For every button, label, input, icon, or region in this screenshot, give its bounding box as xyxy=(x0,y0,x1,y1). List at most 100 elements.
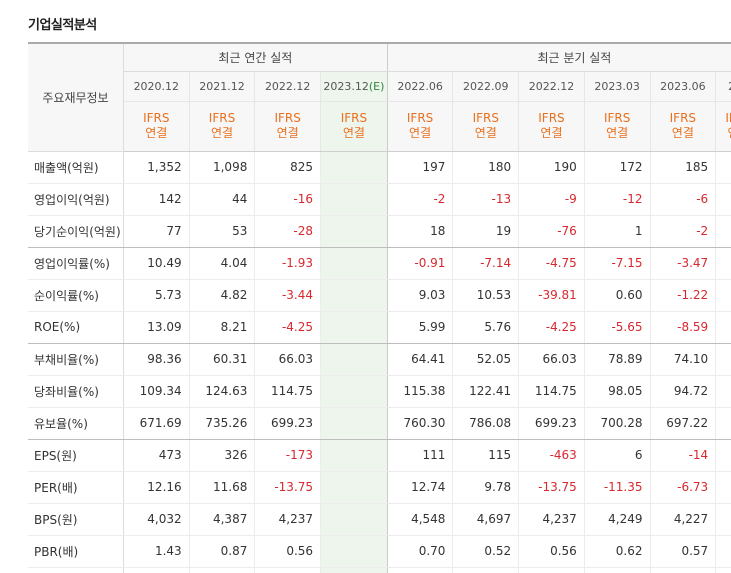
row-label: PBR(배) xyxy=(28,535,124,568)
quarter-value-cell: 78.89 xyxy=(583,343,650,376)
annual-value-cell xyxy=(320,343,388,376)
quarter-value-cell xyxy=(715,279,731,312)
period-header-estimate[interactable]: 2023.12(E) xyxy=(320,71,388,102)
quarter-value-cell: -9 xyxy=(518,183,585,216)
period-header[interactable]: 202 xyxy=(715,71,731,102)
quarter-value-cell: -7.14 xyxy=(452,247,519,280)
ifrs-label: IFRS xyxy=(274,111,301,125)
quarter-value-cell xyxy=(715,311,731,344)
quarter-value-cell: 4,227 xyxy=(649,503,716,536)
row-label: 당좌비율(%) xyxy=(28,375,124,408)
consolidated-label: 연결 xyxy=(671,126,694,140)
quarter-value-cell: -8.59 xyxy=(649,311,716,344)
quarter-value-cell: -2 xyxy=(649,215,716,248)
annual-value-cell: 4,032 xyxy=(122,503,190,536)
annual-value-cell: 60.31 xyxy=(188,343,255,376)
quarter-value-cell: 4,697 xyxy=(452,503,519,536)
annual-value-cell xyxy=(320,535,388,568)
estimate-mark: (E) xyxy=(368,79,385,93)
annual-value-cell: 671.69 xyxy=(122,407,190,440)
consolidated-label: 연결 xyxy=(474,126,497,140)
row-label: ROE(%) xyxy=(28,311,124,344)
period-header[interactable]: 2022.12 xyxy=(518,71,585,102)
quarter-value-cell: -4.25 xyxy=(518,311,585,344)
consolidated-label: 연결 xyxy=(145,126,168,140)
annual-value-cell: 4.04 xyxy=(188,247,255,280)
quarter-value-cell: -13 xyxy=(452,183,519,216)
row-label: 주당배당금(원) xyxy=(28,567,124,573)
annual-value-cell: 735.26 xyxy=(188,407,255,440)
annual-value-cell: 825 xyxy=(254,151,321,184)
quarter-value-cell xyxy=(715,503,731,536)
annual-value-cell: 114.75 xyxy=(254,375,321,408)
quarter-value-cell: 66.03 xyxy=(518,343,585,376)
annual-value-cell xyxy=(320,279,388,312)
row-label: 영업이익(억원) xyxy=(28,183,124,216)
quarter-value-cell: 4,237 xyxy=(518,503,585,536)
quarter-value-cell: 699.23 xyxy=(518,407,585,440)
table-row: 당좌비율(%) 109.34 124.63 114.75 115.38 122.41 114… xyxy=(28,375,731,408)
quarter-value-cell: -3.47 xyxy=(649,247,716,280)
annual-value-cell: 50 xyxy=(188,567,255,573)
annual-value-cell xyxy=(320,183,388,216)
ifrs-label: IFRS xyxy=(603,111,631,125)
quarter-value-cell: 4,249 xyxy=(583,503,650,536)
quarter-value-cell: 52.05 xyxy=(452,343,519,376)
quarter-value-cell xyxy=(715,343,731,376)
row-label: 매출액(억원) xyxy=(28,151,124,184)
quarter-value-cell: 114.75 xyxy=(518,375,585,408)
annual-value-cell xyxy=(320,375,388,408)
annual-value-cell xyxy=(320,407,388,440)
quarter-value-cell: 0.70 xyxy=(386,535,453,568)
table-row: PER(배) 12.16 11.68 -13.75 12.74 9.78 -13.75 -11… xyxy=(28,471,731,504)
annual-value-cell: 124.63 xyxy=(188,375,255,408)
row-label: 부채비율(%) xyxy=(28,343,124,376)
quarter-value-cell: -13.75 xyxy=(518,471,585,504)
annual-value-cell: 4,387 xyxy=(188,503,255,536)
period-header[interactable]: 2020.12 xyxy=(122,71,190,102)
quarter-value-cell: 64.41 xyxy=(386,343,453,376)
annual-value-cell: 1.43 xyxy=(122,535,190,568)
annual-value-cell: -13.75 xyxy=(254,471,321,504)
quarter-value-cell: 122.41 xyxy=(452,375,519,408)
row-label: EPS(원) xyxy=(28,439,124,472)
quarter-value-cell: -1.22 xyxy=(649,279,716,312)
quarter-value-cell: 190 xyxy=(518,151,585,184)
quarter-value-cell: -12 xyxy=(583,183,650,216)
period-header[interactable]: 2023.03 xyxy=(583,71,650,102)
quarter-value-cell xyxy=(715,535,731,568)
financial-summary-table: 주요재무정보 최근 연간 실적 최근 분기 실적 2020.12 2021.12… xyxy=(28,42,731,573)
quarter-value-cell: 19 xyxy=(452,215,519,248)
annual-value-cell xyxy=(320,471,388,504)
row-label: 영업이익률(%) xyxy=(28,247,124,280)
quarter-value-cell: 10.53 xyxy=(452,279,519,312)
annual-value-cell: 142 xyxy=(122,183,190,216)
quarter-value-cell: -463 xyxy=(518,439,585,472)
ifrs-label: IFRS xyxy=(208,111,236,125)
quarter-value-cell xyxy=(715,375,731,408)
quarter-value-cell xyxy=(715,439,731,472)
ifrs-label: IFRS xyxy=(406,111,434,125)
quarter-value-cell: 760.30 xyxy=(386,407,453,440)
annual-value-cell: -16 xyxy=(254,183,321,216)
quarter-value-cell xyxy=(715,471,731,504)
period-header[interactable]: 2021.12 xyxy=(188,71,255,102)
ifrs-label: IFRS xyxy=(472,111,499,125)
annual-value-cell xyxy=(320,567,388,573)
period-header[interactable]: 2022.06 xyxy=(386,71,453,102)
quarter-value-cell: 12.74 xyxy=(386,471,453,504)
quarter-value-cell: 9.78 xyxy=(452,471,519,504)
quarter-value-cell xyxy=(715,567,731,573)
quarter-value-cell xyxy=(715,247,731,280)
period-header[interactable]: 2023.06 xyxy=(649,71,716,102)
consolidated-label: 연결 xyxy=(210,126,234,140)
period-header[interactable]: 2022.09 xyxy=(452,71,519,102)
quarter-value-cell xyxy=(518,567,585,573)
table-row: 유보율(%) 671.69 735.26 699.23 760.30 786.08 699.… xyxy=(28,407,731,440)
ifrs-label: IFRS xyxy=(538,111,565,125)
quarter-value-cell: 786.08 xyxy=(452,407,519,440)
period-header[interactable]: 2022.12 xyxy=(254,71,321,102)
quarter-value-cell: 115.38 xyxy=(386,375,453,408)
